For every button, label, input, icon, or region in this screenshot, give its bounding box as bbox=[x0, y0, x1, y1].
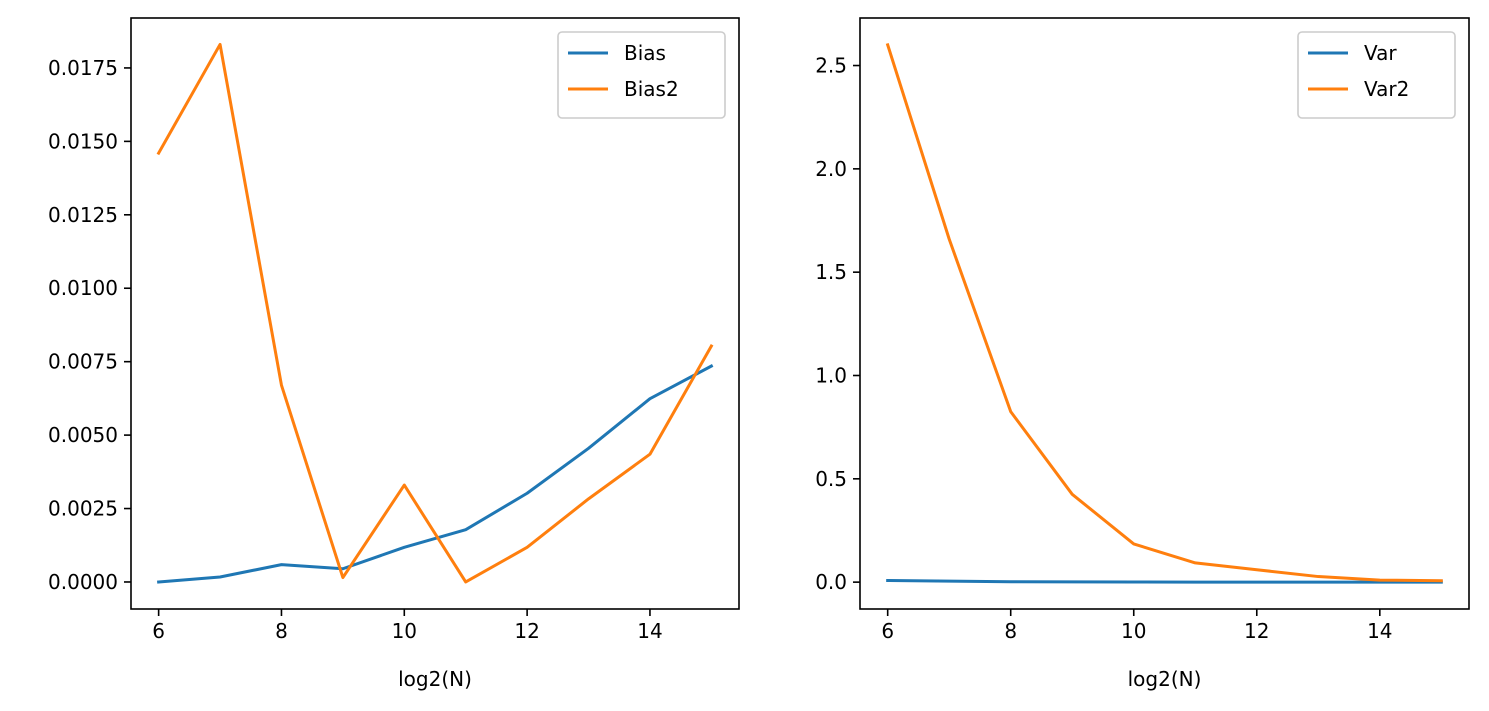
x-tick-label: 10 bbox=[1121, 619, 1146, 643]
x-axis-label: log2(N) bbox=[398, 667, 472, 691]
subplot-2: 6 8 10 12 14 0.0 0.5 1.0 1.5 2.0 2.5 log2(N) Var Var2 bbox=[815, 17, 1470, 691]
y-tick-label: 2.5 bbox=[815, 54, 847, 78]
y-tick-label: 0.0000 bbox=[48, 570, 118, 594]
subplot-1: 6 8 10 12 14 0.0000 0.0025 0.0050 0.0075 0.0100 0.… bbox=[48, 17, 740, 691]
series-line-var2 bbox=[885, 42, 1443, 583]
x-tick-label: 14 bbox=[1367, 619, 1392, 643]
legend: Bias Bias2 bbox=[557, 31, 726, 119]
x-tick-label: 6 bbox=[881, 619, 894, 643]
axes-frame bbox=[130, 17, 740, 610]
x-tick-label: 14 bbox=[637, 619, 662, 643]
x-tick-label: 6 bbox=[152, 619, 165, 643]
series-line-bias2 bbox=[156, 42, 714, 584]
y-tick-label: 0.5 bbox=[815, 467, 847, 491]
series-line-var bbox=[886, 578, 1443, 584]
y-tick-label: 1.0 bbox=[815, 363, 847, 387]
legend-label-bias: Bias bbox=[624, 41, 666, 65]
x-axis-label: log2(N) bbox=[1128, 667, 1202, 691]
x-tick-label: 10 bbox=[392, 619, 417, 643]
y-tick-label: 0.0025 bbox=[48, 497, 118, 521]
legend-label-var: Var bbox=[1364, 41, 1397, 65]
y-tick-label: 0.0175 bbox=[48, 56, 118, 80]
x-tick-label: 12 bbox=[514, 619, 539, 643]
legend-label-var2: Var2 bbox=[1364, 77, 1409, 101]
y-tick-label: 0.0100 bbox=[48, 276, 118, 300]
y-tick-label: 0.0050 bbox=[48, 423, 118, 447]
legend: Var Var2 bbox=[1297, 31, 1456, 119]
axes-frame bbox=[859, 17, 1470, 610]
legend-label-bias2: Bias2 bbox=[624, 77, 679, 101]
y-tick-label: 0.0125 bbox=[48, 203, 118, 227]
y-tick-label: 0.0150 bbox=[48, 129, 118, 153]
subplots: 6 8 10 12 14 0.0000 0.0025 0.0050 0.0075 0.0100 0.… bbox=[48, 17, 1470, 691]
x-tick-label: 8 bbox=[1004, 619, 1017, 643]
x-tick-label: 12 bbox=[1244, 619, 1269, 643]
y-tick-label: 1.5 bbox=[815, 260, 847, 284]
y-tick-label: 0.0 bbox=[815, 570, 847, 594]
series-line-bias bbox=[157, 364, 714, 584]
y-tick-label: 2.0 bbox=[815, 157, 847, 181]
x-tick-label: 8 bbox=[275, 619, 288, 643]
y-tick-label: 0.0075 bbox=[48, 350, 118, 374]
